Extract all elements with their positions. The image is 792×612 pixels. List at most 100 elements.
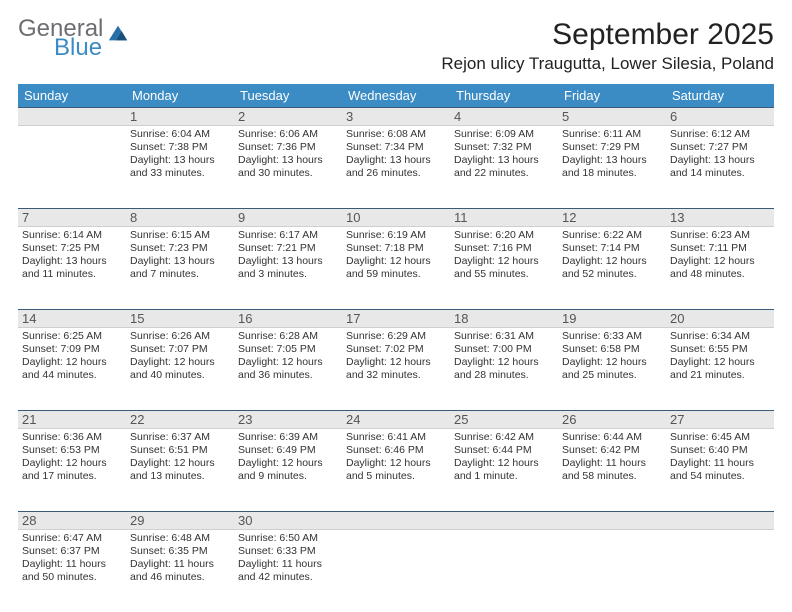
sunrise-text: Sunrise: 6:11 AM xyxy=(562,128,662,141)
day-cell: Sunrise: 6:36 AMSunset: 6:53 PMDaylight:… xyxy=(18,429,126,511)
sunset-text: Sunset: 6:58 PM xyxy=(562,343,662,356)
daylight-text: Daylight: 12 hours and 9 minutes. xyxy=(238,457,338,483)
daylight-text: Daylight: 12 hours and 52 minutes. xyxy=(562,255,662,281)
sunset-text: Sunset: 6:42 PM xyxy=(562,444,662,457)
day-number: 19 xyxy=(558,309,666,328)
day-cell: Sunrise: 6:44 AMSunset: 6:42 PMDaylight:… xyxy=(558,429,666,511)
day-number: 2 xyxy=(234,107,342,126)
day-cell: Sunrise: 6:15 AMSunset: 7:23 PMDaylight:… xyxy=(126,227,234,309)
sunrise-text: Sunrise: 6:34 AM xyxy=(670,330,770,343)
location-subtitle: Rejon ulicy Traugutta, Lower Silesia, Po… xyxy=(441,54,774,74)
sunrise-text: Sunrise: 6:31 AM xyxy=(454,330,554,343)
day-number: 25 xyxy=(450,410,558,429)
day-number: 28 xyxy=(18,511,126,530)
day-number: 12 xyxy=(558,208,666,227)
day-number: 5 xyxy=(558,107,666,126)
sunrise-text: Sunrise: 6:15 AM xyxy=(130,229,230,242)
day-number: 21 xyxy=(18,410,126,429)
sunrise-text: Sunrise: 6:04 AM xyxy=(130,128,230,141)
day-cell xyxy=(450,530,558,612)
day-cell: Sunrise: 6:09 AMSunset: 7:32 PMDaylight:… xyxy=(450,126,558,208)
sunset-text: Sunset: 6:46 PM xyxy=(346,444,446,457)
day-number: 3 xyxy=(342,107,450,126)
sunrise-text: Sunrise: 6:12 AM xyxy=(670,128,770,141)
day-cell: Sunrise: 6:45 AMSunset: 6:40 PMDaylight:… xyxy=(666,429,774,511)
day-number: 22 xyxy=(126,410,234,429)
weekday-header: Sunday xyxy=(18,84,126,107)
sunset-text: Sunset: 7:23 PM xyxy=(130,242,230,255)
sunset-text: Sunset: 7:07 PM xyxy=(130,343,230,356)
brand-blue: Blue xyxy=(54,37,103,60)
day-number: 20 xyxy=(666,309,774,328)
sunrise-text: Sunrise: 6:22 AM xyxy=(562,229,662,242)
daylight-text: Daylight: 11 hours and 58 minutes. xyxy=(562,457,662,483)
daylight-text: Daylight: 11 hours and 42 minutes. xyxy=(238,558,338,584)
sunset-text: Sunset: 6:55 PM xyxy=(670,343,770,356)
sunset-text: Sunset: 7:38 PM xyxy=(130,141,230,154)
day-number: 14 xyxy=(18,309,126,328)
daylight-text: Daylight: 13 hours and 26 minutes. xyxy=(346,154,446,180)
sunset-text: Sunset: 6:53 PM xyxy=(22,444,122,457)
day-cell: Sunrise: 6:37 AMSunset: 6:51 PMDaylight:… xyxy=(126,429,234,511)
day-cell xyxy=(342,530,450,612)
sunset-text: Sunset: 7:00 PM xyxy=(454,343,554,356)
calendar-grid: SundayMondayTuesdayWednesdayThursdayFrid… xyxy=(18,84,774,612)
daylight-text: Daylight: 12 hours and 59 minutes. xyxy=(346,255,446,281)
day-number: 7 xyxy=(18,208,126,227)
sunrise-text: Sunrise: 6:44 AM xyxy=(562,431,662,444)
brand-triangle-icon xyxy=(107,22,129,44)
day-cell: Sunrise: 6:20 AMSunset: 7:16 PMDaylight:… xyxy=(450,227,558,309)
sunrise-text: Sunrise: 6:41 AM xyxy=(346,431,446,444)
day-cell: Sunrise: 6:42 AMSunset: 6:44 PMDaylight:… xyxy=(450,429,558,511)
sunrise-text: Sunrise: 6:20 AM xyxy=(454,229,554,242)
sunset-text: Sunset: 7:29 PM xyxy=(562,141,662,154)
sunset-text: Sunset: 6:35 PM xyxy=(130,545,230,558)
day-cell: Sunrise: 6:19 AMSunset: 7:18 PMDaylight:… xyxy=(342,227,450,309)
day-cell: Sunrise: 6:26 AMSunset: 7:07 PMDaylight:… xyxy=(126,328,234,410)
daylight-text: Daylight: 11 hours and 54 minutes. xyxy=(670,457,770,483)
daylight-text: Daylight: 13 hours and 11 minutes. xyxy=(22,255,122,281)
daylight-text: Daylight: 13 hours and 22 minutes. xyxy=(454,154,554,180)
sunrise-text: Sunrise: 6:28 AM xyxy=(238,330,338,343)
daylight-text: Daylight: 13 hours and 30 minutes. xyxy=(238,154,338,180)
daylight-text: Daylight: 12 hours and 36 minutes. xyxy=(238,356,338,382)
daylight-text: Daylight: 12 hours and 44 minutes. xyxy=(22,356,122,382)
sunrise-text: Sunrise: 6:47 AM xyxy=(22,532,122,545)
day-cell: Sunrise: 6:41 AMSunset: 6:46 PMDaylight:… xyxy=(342,429,450,511)
sunrise-text: Sunrise: 6:48 AM xyxy=(130,532,230,545)
daylight-text: Daylight: 12 hours and 17 minutes. xyxy=(22,457,122,483)
day-cell: Sunrise: 6:47 AMSunset: 6:37 PMDaylight:… xyxy=(18,530,126,612)
sunrise-text: Sunrise: 6:33 AM xyxy=(562,330,662,343)
daylight-text: Daylight: 11 hours and 46 minutes. xyxy=(130,558,230,584)
day-number: 23 xyxy=(234,410,342,429)
sunset-text: Sunset: 7:32 PM xyxy=(454,141,554,154)
day-cell: Sunrise: 6:14 AMSunset: 7:25 PMDaylight:… xyxy=(18,227,126,309)
sunset-text: Sunset: 7:36 PM xyxy=(238,141,338,154)
sunset-text: Sunset: 7:05 PM xyxy=(238,343,338,356)
sunrise-text: Sunrise: 6:37 AM xyxy=(130,431,230,444)
day-number: 1 xyxy=(126,107,234,126)
day-number: 29 xyxy=(126,511,234,530)
day-number: 6 xyxy=(666,107,774,126)
sunset-text: Sunset: 7:21 PM xyxy=(238,242,338,255)
day-cell: Sunrise: 6:11 AMSunset: 7:29 PMDaylight:… xyxy=(558,126,666,208)
sunset-text: Sunset: 6:40 PM xyxy=(670,444,770,457)
sunrise-text: Sunrise: 6:19 AM xyxy=(346,229,446,242)
sunset-text: Sunset: 7:16 PM xyxy=(454,242,554,255)
day-number: 24 xyxy=(342,410,450,429)
sunset-text: Sunset: 6:37 PM xyxy=(22,545,122,558)
month-title: September 2025 xyxy=(441,18,774,52)
daylight-text: Daylight: 13 hours and 7 minutes. xyxy=(130,255,230,281)
day-number: 27 xyxy=(666,410,774,429)
day-number: 17 xyxy=(342,309,450,328)
sunset-text: Sunset: 7:34 PM xyxy=(346,141,446,154)
day-number xyxy=(450,511,558,530)
sunset-text: Sunset: 6:44 PM xyxy=(454,444,554,457)
day-cell: Sunrise: 6:33 AMSunset: 6:58 PMDaylight:… xyxy=(558,328,666,410)
daylight-text: Daylight: 12 hours and 40 minutes. xyxy=(130,356,230,382)
daylight-text: Daylight: 12 hours and 25 minutes. xyxy=(562,356,662,382)
day-cell: Sunrise: 6:31 AMSunset: 7:00 PMDaylight:… xyxy=(450,328,558,410)
daylight-text: Daylight: 12 hours and 21 minutes. xyxy=(670,356,770,382)
day-number: 4 xyxy=(450,107,558,126)
title-block: September 2025 Rejon ulicy Traugutta, Lo… xyxy=(441,18,774,74)
